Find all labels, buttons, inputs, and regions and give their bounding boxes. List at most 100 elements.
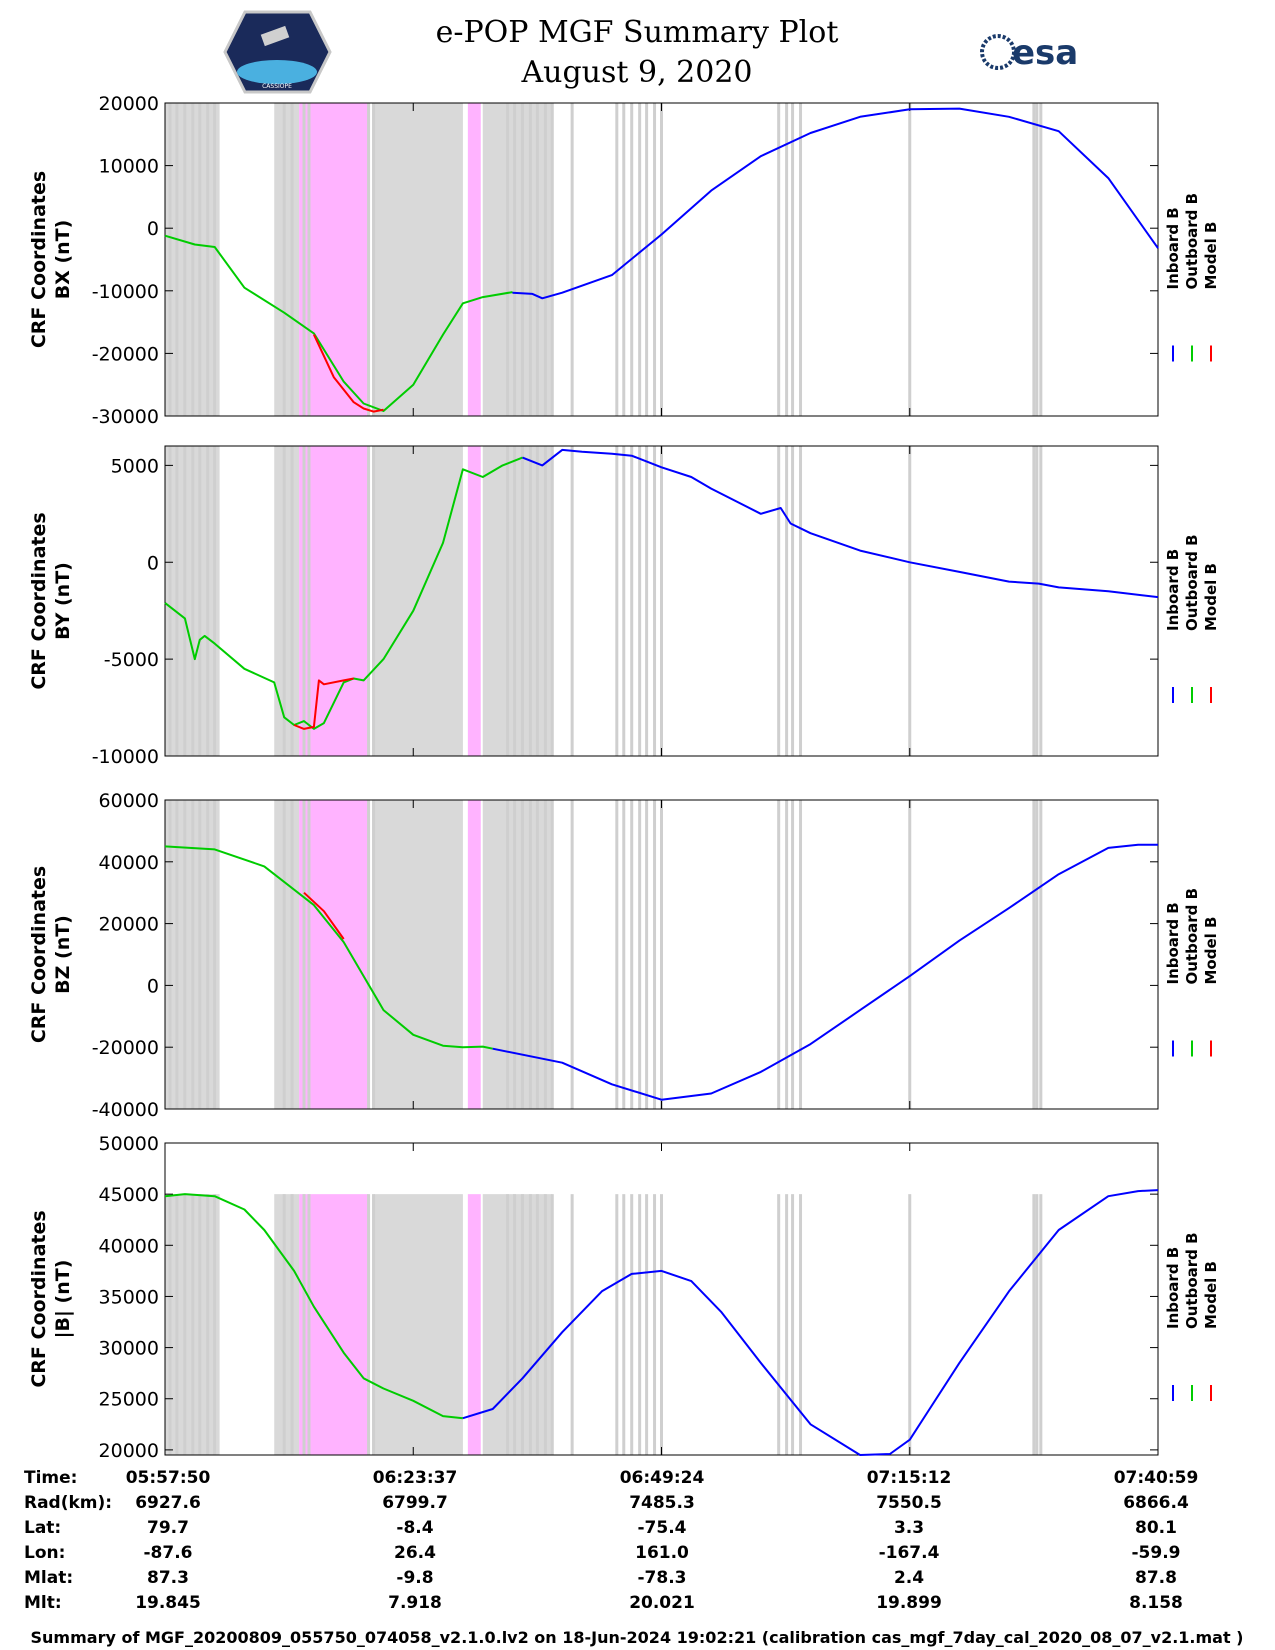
gap-line <box>645 103 649 416</box>
gap-line <box>1032 1194 1036 1455</box>
y-tick-label: -20000 <box>92 343 159 365</box>
footer-cell: 80.1 <box>1135 1518 1177 1538</box>
gap-line <box>198 800 202 1109</box>
gap-line <box>213 800 217 1109</box>
gap-line <box>506 800 510 1109</box>
gap-line <box>543 1194 547 1455</box>
gap-line <box>191 1194 195 1455</box>
gap-line <box>660 800 663 1109</box>
gap-line <box>302 103 306 416</box>
logo-earth <box>237 60 317 84</box>
series-model-b <box>293 677 354 730</box>
gap-line <box>535 1194 539 1455</box>
gap-line <box>799 446 803 756</box>
y-axis-label: CRF Coordinates BX (nT) <box>28 171 74 348</box>
gap-line <box>183 800 187 1109</box>
gap-line <box>785 800 789 1109</box>
gap-line <box>506 446 510 756</box>
gap-line <box>513 103 517 416</box>
chart-date: August 9, 2020 <box>520 55 752 90</box>
gap-line <box>550 446 554 756</box>
gap-line <box>645 1194 649 1455</box>
y-axis-label: CRF Coordinates BY (nT) <box>28 512 74 689</box>
gap-band <box>274 1194 300 1455</box>
gap-line <box>799 800 803 1109</box>
series-model-b <box>312 334 384 413</box>
footer-cell: 19.899 <box>876 1593 942 1613</box>
gap-line <box>653 800 657 1109</box>
footer-cell: 07:40:59 <box>1114 1468 1199 1488</box>
series-outboard-b <box>164 456 523 730</box>
gap-line <box>543 800 547 1109</box>
gap-line <box>785 1194 789 1455</box>
footer-cell: 19.845 <box>135 1593 201 1613</box>
y-tick-label: -10000 <box>92 746 159 768</box>
gap-line <box>183 1194 187 1455</box>
gap-line <box>307 446 311 756</box>
y-tick-label: 40000 <box>99 852 159 874</box>
footer-cell: 6799.7 <box>382 1493 448 1513</box>
gap-line <box>660 1194 663 1455</box>
gap-line <box>302 1194 306 1455</box>
gap-line <box>206 446 210 756</box>
y-axis-label-line: BY (nT) <box>52 562 74 640</box>
gap-line <box>615 800 619 1109</box>
gap-line <box>206 1194 210 1455</box>
footer-cell: 26.4 <box>394 1543 436 1563</box>
gap-line <box>191 103 195 416</box>
y-tick-label: 25000 <box>99 1389 159 1411</box>
footer-cell: 3.3 <box>894 1518 924 1538</box>
series-inboard-b <box>462 1189 1159 1456</box>
esa-logo: esa <box>980 33 1078 73</box>
gap-line <box>367 1194 371 1455</box>
gap-line <box>307 1194 311 1455</box>
gap-line <box>513 800 517 1109</box>
gap-line <box>282 103 286 416</box>
gap-line <box>198 446 202 756</box>
gap-line <box>777 800 781 1109</box>
y-tick-label: 10000 <box>99 156 159 178</box>
esa-logo-mark <box>980 34 1016 70</box>
gap-line <box>908 446 912 756</box>
gap-line <box>520 1194 524 1455</box>
footer-cell: 05:57:50 <box>126 1468 211 1488</box>
gap-line <box>168 446 172 756</box>
y-tick-label: 0 <box>147 975 159 997</box>
footer-cell: 161.0 <box>635 1543 689 1563</box>
gap-line <box>520 446 524 756</box>
footer-row-label: Mlat: <box>24 1568 73 1588</box>
gap-line <box>168 1194 172 1455</box>
y-tick-label: -20000 <box>92 1037 159 1059</box>
gap-line <box>372 800 376 1109</box>
logo-satellite <box>260 25 290 47</box>
gap-line <box>653 1194 657 1455</box>
gap-line <box>570 103 574 416</box>
series-outboard-b <box>164 1193 464 1420</box>
cassiope-logo: CASSIOPE <box>223 10 332 94</box>
y-tick-label: 30000 <box>99 1338 159 1360</box>
gap-line <box>191 446 195 756</box>
gap-line <box>206 800 210 1109</box>
gap-line <box>622 103 626 416</box>
y-tick-label: 50000 <box>99 1133 159 1155</box>
y-tick-label: -40000 <box>92 1099 159 1121</box>
gap-line <box>622 1194 626 1455</box>
gap-line <box>372 103 376 416</box>
series-outboard-b <box>164 234 513 412</box>
gap-line <box>372 1194 376 1455</box>
gap-line <box>1035 103 1039 416</box>
gap-line <box>513 446 517 756</box>
y-tick-label: 5000 <box>111 455 159 477</box>
gap-line <box>570 446 574 756</box>
magenta-band <box>467 103 481 416</box>
gap-line <box>290 103 294 416</box>
y-axis-label-line: BZ (nT) <box>52 915 74 994</box>
gap-line <box>168 103 172 416</box>
gap-line <box>213 103 217 416</box>
magenta-band <box>467 1194 481 1455</box>
gap-band <box>274 446 300 756</box>
gap-line <box>302 800 306 1109</box>
y-tick-label: 20000 <box>99 1440 159 1462</box>
gap-line <box>1039 103 1043 416</box>
